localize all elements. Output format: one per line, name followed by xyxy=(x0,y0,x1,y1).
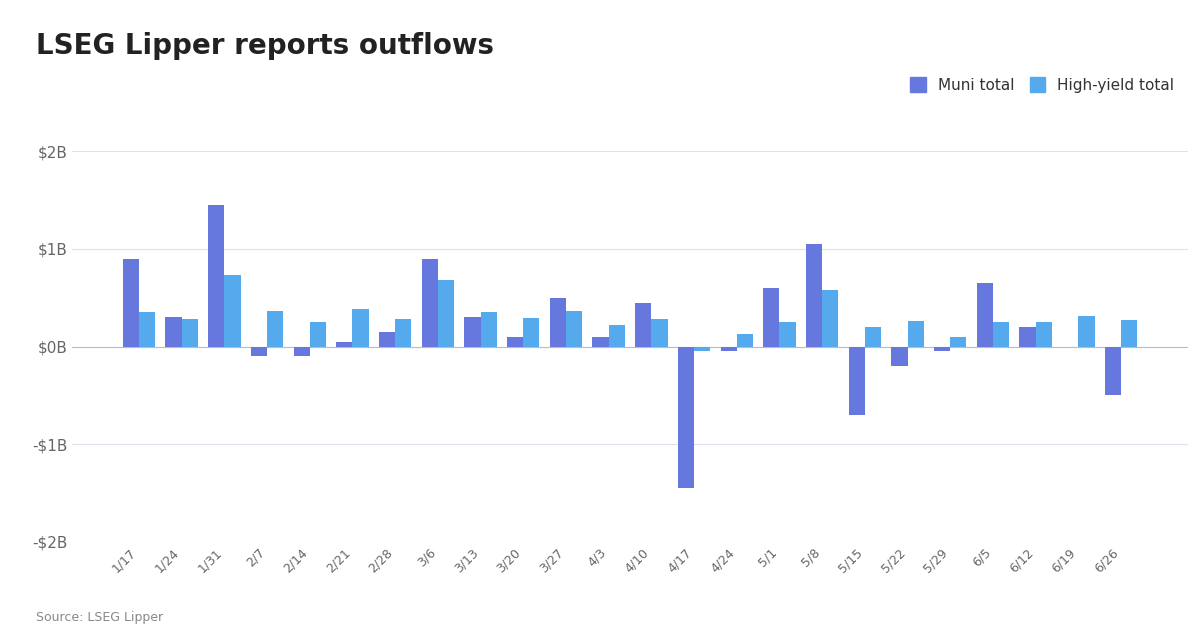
Bar xyxy=(720,346,737,352)
Bar xyxy=(950,336,966,346)
Bar xyxy=(181,319,198,347)
Bar xyxy=(566,311,582,346)
Bar xyxy=(294,346,310,357)
Bar xyxy=(678,346,694,488)
Bar xyxy=(1036,322,1052,346)
Bar xyxy=(395,319,412,347)
Bar xyxy=(310,322,326,346)
Bar xyxy=(550,298,566,347)
Bar xyxy=(464,317,480,346)
Bar xyxy=(907,321,924,347)
Bar xyxy=(268,311,283,346)
Bar xyxy=(652,319,667,347)
Bar xyxy=(635,302,652,346)
Text: LSEG Lipper reports outflows: LSEG Lipper reports outflows xyxy=(36,32,494,59)
Bar xyxy=(694,346,710,352)
Bar xyxy=(1105,346,1121,396)
Bar xyxy=(977,283,992,346)
Bar xyxy=(421,258,438,347)
Bar xyxy=(508,336,523,346)
Bar xyxy=(353,309,368,346)
Bar xyxy=(139,312,155,347)
Bar xyxy=(251,346,268,357)
Bar xyxy=(166,317,181,346)
Bar xyxy=(336,341,353,347)
Bar xyxy=(122,258,139,347)
Bar xyxy=(379,332,395,346)
Bar xyxy=(438,280,454,347)
Text: Source: LSEG Lipper: Source: LSEG Lipper xyxy=(36,610,163,624)
Bar xyxy=(1121,320,1138,347)
Bar xyxy=(934,346,950,352)
Bar xyxy=(992,322,1009,346)
Bar xyxy=(763,288,780,347)
Bar xyxy=(523,318,540,346)
Bar xyxy=(608,325,625,346)
Bar xyxy=(480,312,497,347)
Bar xyxy=(892,346,907,366)
Bar xyxy=(1020,327,1036,347)
Bar xyxy=(806,244,822,346)
Bar xyxy=(822,290,839,346)
Bar xyxy=(208,205,224,346)
Legend: Muni total, High-yield total: Muni total, High-yield total xyxy=(905,71,1181,99)
Bar xyxy=(737,334,752,347)
Bar xyxy=(780,322,796,346)
Bar xyxy=(848,346,865,415)
Bar xyxy=(1079,316,1094,346)
Bar xyxy=(593,336,608,346)
Bar xyxy=(865,327,881,347)
Bar xyxy=(224,275,240,346)
